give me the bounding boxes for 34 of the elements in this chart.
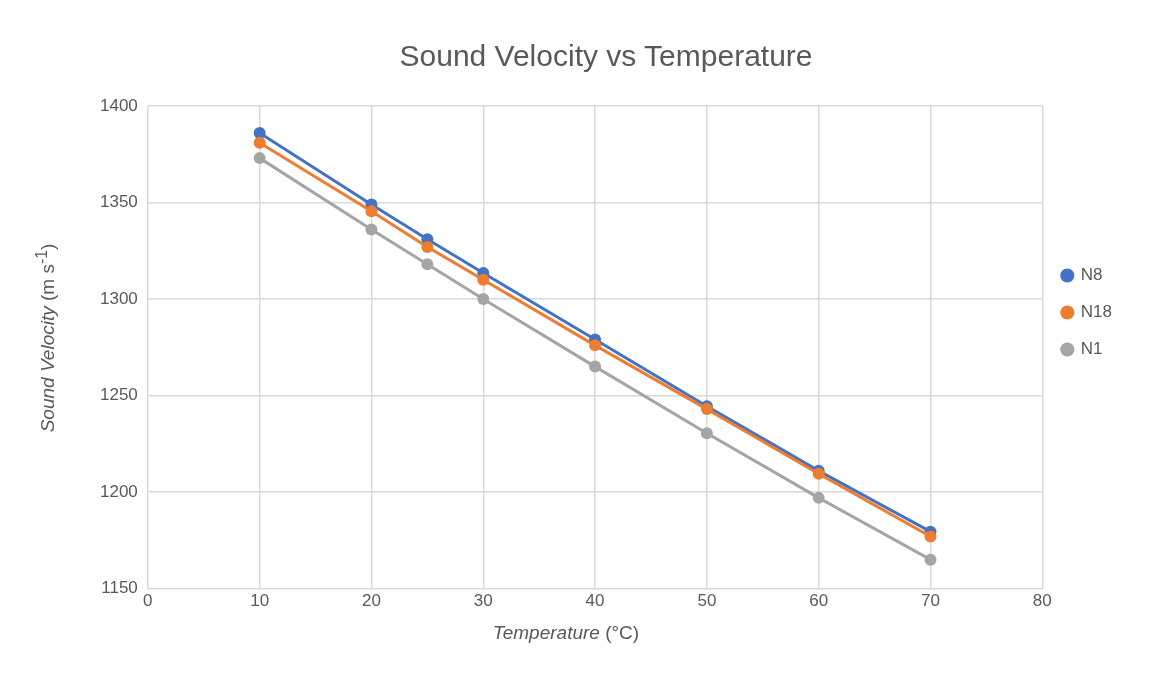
x-axis-title: Temperature (°C) [492, 622, 640, 644]
x-tick-label: 10 [250, 591, 270, 611]
point [477, 273, 490, 286]
legend-label: N8 [1080, 265, 1103, 285]
y-tick-label: 1200 [99, 481, 138, 501]
point [700, 427, 713, 440]
point [589, 339, 602, 352]
x-tick-label: 80 [1032, 591, 1052, 611]
point [421, 258, 434, 271]
point [924, 530, 937, 543]
point [253, 136, 266, 149]
y-tick-label: 1400 [99, 95, 138, 115]
point [812, 491, 825, 504]
x-tick-label: 0 [143, 591, 153, 611]
x-tick-label: 50 [697, 591, 717, 611]
x-tick-label: 60 [809, 591, 829, 611]
x-tick-label: 70 [921, 591, 940, 611]
chart-title: Sound Velocity vs Temperature [399, 39, 813, 73]
x-tick-label: 20 [361, 591, 381, 611]
point [365, 205, 378, 218]
legend-label: N18 [1080, 302, 1112, 322]
x-tick-label: 30 [473, 591, 493, 611]
point [253, 152, 266, 165]
x-tick-label: 40 [585, 591, 605, 611]
y-tick-label: 1250 [99, 385, 138, 405]
y-tick-label: 1350 [99, 192, 138, 212]
legend-label: N1 [1080, 339, 1103, 359]
point [589, 360, 602, 373]
point [924, 553, 937, 566]
y-tick-label: 1150 [101, 578, 138, 598]
point [365, 223, 378, 236]
point [477, 293, 490, 306]
y-tick-label: 1300 [99, 288, 138, 308]
point [421, 240, 434, 253]
